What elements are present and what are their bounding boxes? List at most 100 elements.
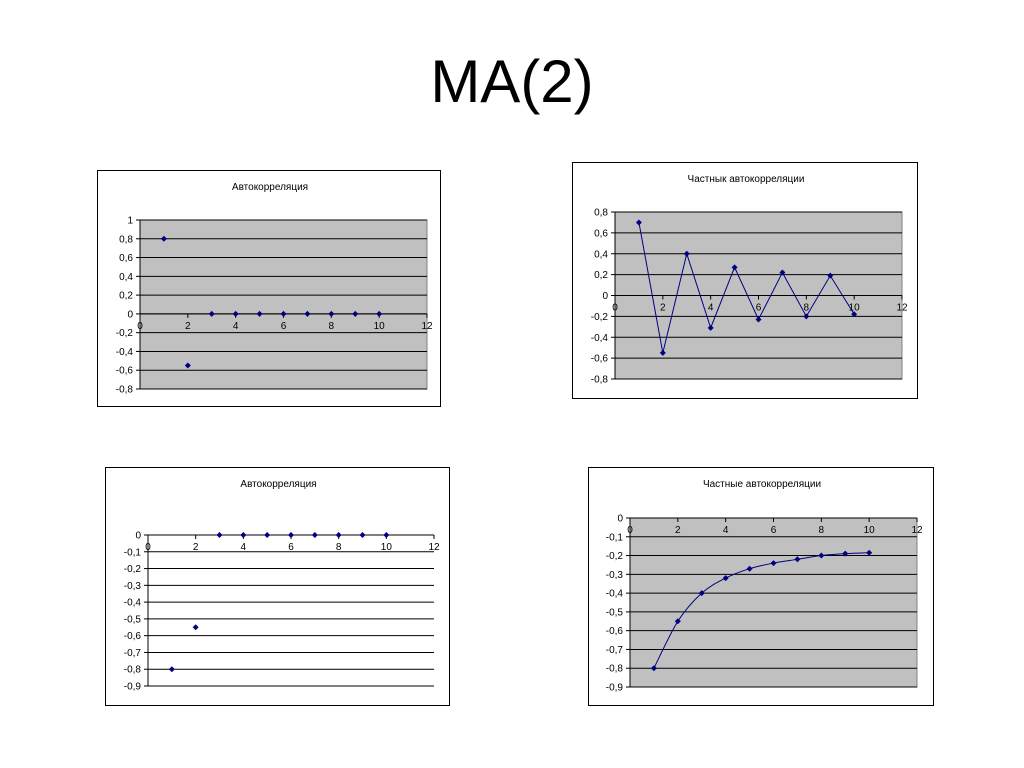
y-tick-label: 1 [127,216,133,227]
x-tick-label: 10 [864,525,876,536]
x-tick-label: 4 [708,303,714,314]
x-tick-label: 0 [145,542,151,553]
plot-area [139,219,428,390]
y-tick-label: -0,4 [124,598,142,609]
x-tick-label: 12 [428,542,440,553]
x-tick-label: 2 [660,303,666,314]
x-tick-label: 12 [421,321,433,332]
acf-chart-bottom-left-svg: Автокорреляция0-0,1-0,2-0,3-0,4-0,5-0,6-… [124,479,440,693]
data-point [818,552,825,559]
y-tick-label: -0,6 [606,626,624,637]
y-tick-label: -0,2 [591,312,609,323]
series-line [653,552,870,669]
data-point [722,575,729,582]
y-tick-label: -0,8 [116,385,134,396]
y-tick-label: 0,8 [119,234,133,245]
y-tick-label: 0 [127,309,133,320]
x-tick-label: 6 [756,303,762,314]
data-point [208,310,215,317]
data-point [160,235,167,242]
data-point [352,310,359,317]
y-tick-label: -0,4 [606,589,624,600]
y-tick-label: 0,8 [594,208,608,219]
slide-title: MA(2) [430,48,594,115]
y-tick-label: -0,4 [116,347,134,358]
y-tick-label: -0,8 [124,665,142,676]
data-point [683,250,690,257]
pacf-chart-bottom-right: Частные автокорреляции 0 -0,1 -0,2 -0,3 -0,4-… [588,467,934,706]
pacf-chart-top-right-svg: Частнык автокорреляции0,80,60,40,20-0,2-… [591,174,908,386]
data-point [383,532,390,538]
data-point [707,324,714,331]
pacf-chart-top-right: Частнык автокорреляции 0,8 0,6 0,4 0,2 0 -0,2-… [572,162,918,399]
y-tick-label: -0,9 [124,682,142,693]
pacf-chart-bottom-right-svg: Частные автокорреляции0-0,1-0,2-0,3-0,4-… [606,479,923,694]
data-point [328,310,335,317]
data-point [192,624,199,631]
x-tick-label: 2 [675,525,681,536]
x-tick-label: 4 [723,525,729,536]
data-point [803,313,810,320]
x-tick-label: 2 [185,321,191,332]
y-tick-label: 0,4 [119,272,133,283]
data-point [635,219,642,226]
y-tick-label: -0,6 [591,354,609,365]
y-tick-label: -0,1 [606,532,624,543]
data-point [335,532,342,538]
x-tick-label: 2 [193,542,199,553]
data-point [674,618,681,625]
data-point [240,532,247,538]
y-tick-label: -0,3 [606,570,624,581]
data-point [311,532,318,538]
data-point [659,349,666,356]
x-tick-label: 10 [849,303,861,314]
data-point [256,310,263,317]
data-point [794,556,801,563]
data-point [851,311,858,318]
acf-chart-top-left: Автокорреляция 1 0,8 0,6 0,4 0,2 0 -0,2 -0,4 -0,6… [97,170,441,407]
data-point [376,310,383,317]
data-point [184,362,191,369]
chart-title: Автокорреляция [232,182,308,193]
data-point [770,560,777,567]
y-tick-label: -0,5 [124,614,142,625]
y-tick-label: -0,7 [124,648,142,659]
plot-area [148,535,434,686]
plot-area [629,517,918,688]
data-point [731,264,738,271]
y-tick-label: 0,6 [119,253,133,264]
chart-title: Частные автокорреляции [703,479,821,490]
x-tick-label: 8 [329,321,335,332]
data-point [650,665,657,672]
data-point [216,532,223,538]
chart-title: Частнык автокорреляции [688,174,805,185]
y-tick-label: 0 [617,514,623,525]
y-tick-label: 0,4 [594,249,608,260]
series-line [638,222,855,354]
x-tick-label: 6 [771,525,777,536]
x-tick-label: 10 [381,542,393,553]
x-tick-label: 12 [911,525,923,536]
x-tick-label: 4 [233,321,239,332]
y-tick-label: -0,8 [591,375,609,386]
y-tick-label: -0,8 [606,664,624,675]
y-tick-label: 0,6 [594,228,608,239]
y-tick-label: -0,6 [124,631,142,642]
y-tick-label: -0,7 [606,645,624,656]
acf-chart-bottom-left: Автокорреляция 0 -0,1 -0,2 -0,3 -0,4 -0,5 -0,6-… [105,467,450,706]
y-tick-label: 0 [135,531,141,542]
y-tick-label: -0,1 [124,547,142,558]
y-tick-label: -0,6 [116,366,134,377]
data-point [698,590,705,597]
data-point [168,666,175,673]
x-tick-label: 0 [137,321,143,332]
data-point [779,269,786,276]
y-tick-label: -0,9 [606,683,624,694]
data-point [288,532,294,538]
data-point [827,272,834,279]
x-tick-label: 6 [288,542,294,553]
data-point [264,532,271,538]
data-point [280,310,287,317]
y-tick-label: 0 [602,291,608,302]
data-point [304,310,311,317]
